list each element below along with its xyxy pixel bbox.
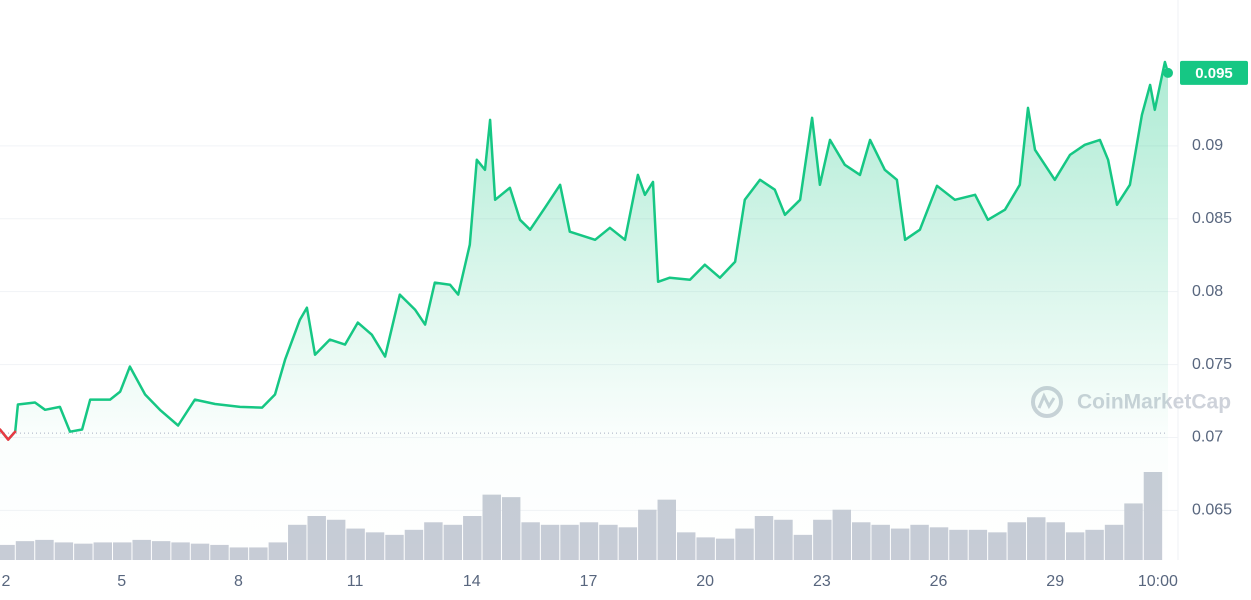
price-down-segment <box>0 428 10 441</box>
y-tick-label: 0.065 <box>1192 502 1232 519</box>
x-tick-label: 14 <box>463 573 481 590</box>
x-tick-label: 10:00 <box>1138 573 1178 590</box>
x-tick-label: 2 <box>2 573 11 590</box>
x-tick-label: 17 <box>580 573 598 590</box>
price-badge <box>1180 60 1248 85</box>
price-badge-label: 0.095 <box>1195 65 1233 82</box>
x-tick-label: 11 <box>347 573 364 590</box>
x-tick-label: 23 <box>813 573 831 590</box>
x-tick-label: 26 <box>930 573 948 590</box>
y-tick-label: 0.09 <box>1192 137 1223 154</box>
y-tick-label: 0.085 <box>1192 210 1232 227</box>
price-line <box>0 60 1170 441</box>
x-tick-label: 29 <box>1046 573 1064 590</box>
y-tick-label: 0.08 <box>1192 283 1223 300</box>
x-tick-label: 8 <box>234 573 243 590</box>
x-tick-label: 5 <box>117 573 126 590</box>
price-down-segment <box>6 430 17 441</box>
y-tick-label: 0.075 <box>1192 356 1232 373</box>
current-dot <box>1163 67 1173 78</box>
x-tick-label: 20 <box>696 573 714 590</box>
price-area <box>0 62 1168 560</box>
y-tick-label: 0.07 <box>1192 429 1223 446</box>
